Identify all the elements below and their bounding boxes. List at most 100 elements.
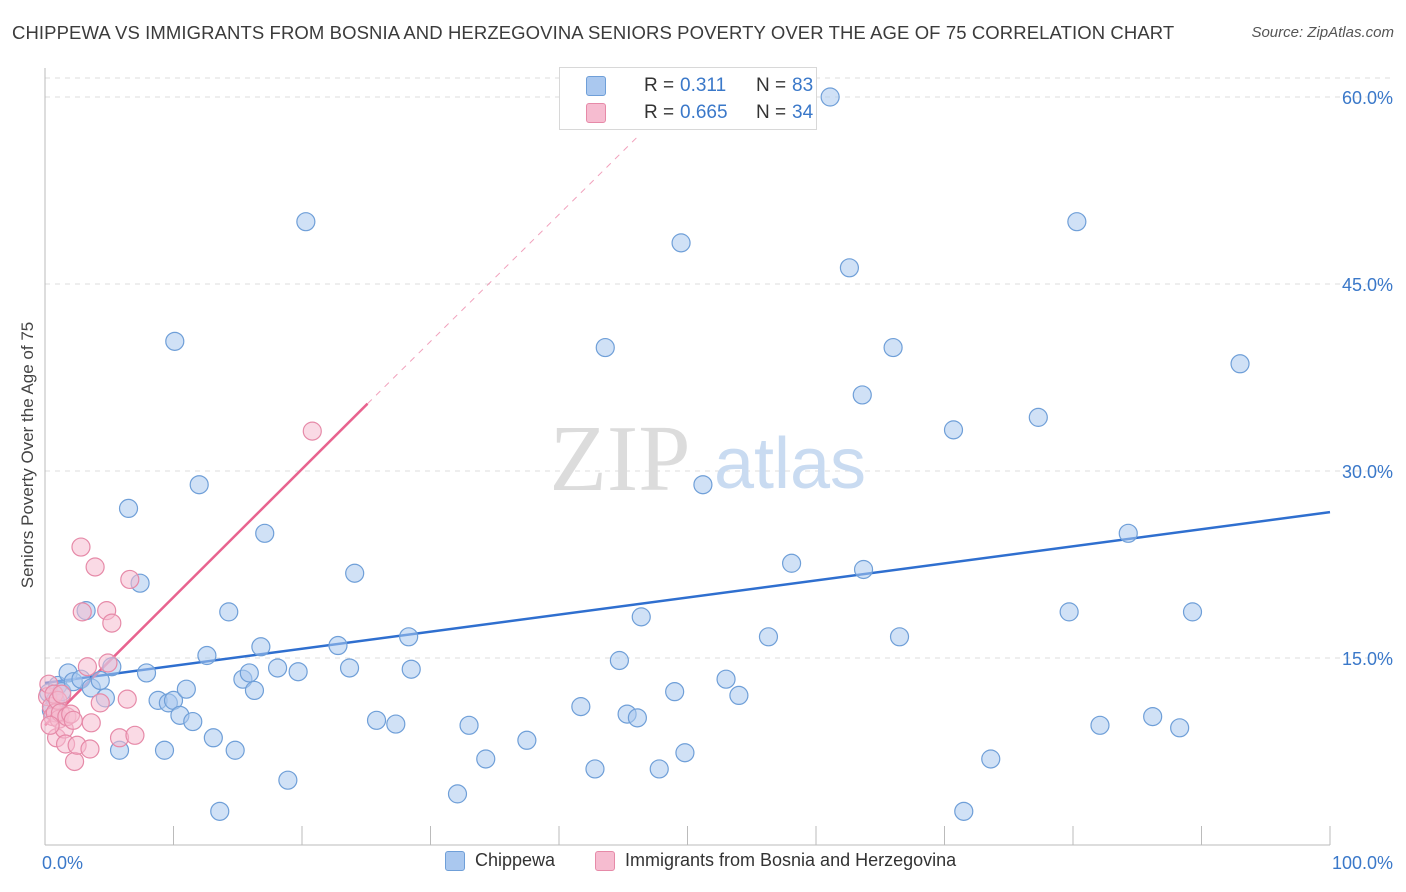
point-chippewa xyxy=(853,559,874,580)
trendline-chippewa xyxy=(44,510,1331,685)
point-chippewa xyxy=(729,685,749,706)
point-bosnia xyxy=(90,693,110,713)
legend-r-label: R = xyxy=(644,102,675,123)
point-chippewa xyxy=(889,627,910,647)
point-chippewa xyxy=(649,759,669,779)
point-chippewa xyxy=(981,749,1001,769)
point-bosnia xyxy=(81,713,101,733)
point-chippewa xyxy=(758,627,779,647)
point-chippewa xyxy=(165,331,185,351)
point-chippewa xyxy=(225,740,245,760)
point-bosnia xyxy=(64,751,85,772)
point-chippewa xyxy=(1118,523,1138,543)
point-chippewa xyxy=(1028,407,1048,427)
point-bosnia xyxy=(52,684,72,704)
point-chippewa xyxy=(189,475,209,495)
point-bosnia xyxy=(63,710,83,730)
y-tick-label: 15.0% xyxy=(1342,649,1393,669)
point-chippewa xyxy=(585,759,605,779)
point-chippewa xyxy=(517,730,537,750)
point-bosnia xyxy=(40,715,60,735)
point-chippewa xyxy=(675,743,695,763)
point-chippewa xyxy=(671,233,691,253)
point-chippewa xyxy=(595,337,615,358)
point-chippewa xyxy=(665,682,685,702)
point-chippewa xyxy=(1182,602,1203,622)
x-tick-label-max: 100.0% xyxy=(1332,853,1393,873)
point-bosnia xyxy=(120,569,140,590)
point-chippewa xyxy=(839,258,860,278)
watermark-atlas: atlas xyxy=(714,424,866,504)
point-bosnia xyxy=(85,557,105,577)
legend-n-value: 83 xyxy=(792,75,814,96)
point-bosnia xyxy=(302,421,322,441)
point-chippewa xyxy=(631,607,651,627)
gridlines xyxy=(45,77,1390,659)
point-chippewa xyxy=(627,708,647,728)
point-bosnia xyxy=(102,613,122,633)
point-chippewa xyxy=(1230,354,1250,374)
point-chippewa xyxy=(118,498,139,518)
point-bosnia xyxy=(72,602,92,622)
legend-n-label: N = xyxy=(756,75,787,96)
point-bosnia xyxy=(77,657,98,677)
point-chippewa xyxy=(251,637,271,657)
point-chippewa xyxy=(1067,212,1087,232)
point-chippewa xyxy=(366,710,387,730)
y-tick-label: 60.0% xyxy=(1342,88,1393,108)
point-chippewa xyxy=(943,420,964,440)
legend-n-label: N = xyxy=(756,102,787,123)
point-bosnia xyxy=(71,537,91,557)
legend-swatch-pink xyxy=(586,103,606,123)
point-chippewa xyxy=(820,87,840,107)
point-chippewa xyxy=(852,385,872,405)
point-chippewa xyxy=(288,662,308,682)
point-chippewa xyxy=(609,650,629,671)
legend-swatch-blue xyxy=(586,76,606,96)
point-chippewa xyxy=(197,645,217,666)
legend-swatch-blue xyxy=(445,850,465,871)
legend-r-value: 0.665 xyxy=(680,102,728,123)
point-chippewa xyxy=(781,553,802,573)
point-chippewa xyxy=(219,602,239,622)
legend-r-value: 0.311 xyxy=(680,75,727,96)
point-chippewa xyxy=(328,635,348,656)
legend-item-bosnia[interactable]: Immigrants from Bosnia and Herzegovina xyxy=(595,850,956,871)
point-chippewa xyxy=(296,212,316,232)
point-chippewa xyxy=(210,801,230,821)
point-chippewa xyxy=(476,749,496,769)
correlation-legend: R = 0.311 N = 83 R = 0.665 N = 34 xyxy=(559,67,817,130)
point-chippewa xyxy=(399,627,419,647)
point-chippewa xyxy=(954,801,974,821)
point-bosnia xyxy=(117,689,137,709)
point-chippewa xyxy=(401,659,421,679)
x-tick-label-min: 0.0% xyxy=(42,853,83,873)
point-chippewa xyxy=(459,715,479,735)
legend-swatch-pink xyxy=(595,850,615,871)
point-chippewa xyxy=(267,658,288,678)
point-chippewa xyxy=(278,770,298,790)
watermark: ZIP atlas xyxy=(550,407,867,511)
point-chippewa xyxy=(386,714,406,734)
point-chippewa xyxy=(176,679,196,699)
point-chippewa xyxy=(339,658,360,678)
legend-item-chippewa[interactable]: Chippewa xyxy=(445,850,555,871)
point-chippewa xyxy=(244,680,265,701)
legend-r-label: R = xyxy=(644,75,675,96)
point-bosnia xyxy=(98,653,118,673)
point-chippewa xyxy=(255,523,275,543)
legend-label-chippewa: Chippewa xyxy=(475,850,556,870)
legend-n-value: 34 xyxy=(792,102,814,123)
point-chippewa xyxy=(183,711,203,732)
point-chippewa xyxy=(1090,715,1110,735)
point-bosnia xyxy=(80,739,100,759)
point-chippewa xyxy=(1059,602,1079,622)
point-chippewa xyxy=(716,669,736,689)
point-chippewa xyxy=(154,740,175,760)
point-chippewa xyxy=(345,563,365,583)
watermark-zip: ZIP xyxy=(550,407,691,511)
point-chippewa xyxy=(447,784,468,804)
point-bosnia xyxy=(125,725,145,745)
y-tick-label: 45.0% xyxy=(1342,275,1393,295)
